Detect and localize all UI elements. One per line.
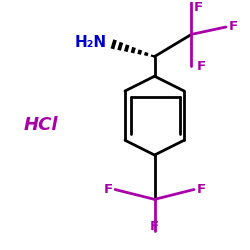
Text: F: F (228, 20, 237, 34)
Text: F: F (104, 183, 113, 196)
Text: HCl: HCl (24, 116, 58, 134)
Text: F: F (196, 60, 205, 73)
Text: H₂N: H₂N (74, 36, 106, 51)
Text: F: F (150, 220, 159, 232)
Text: F: F (194, 1, 203, 14)
Text: F: F (196, 183, 205, 196)
